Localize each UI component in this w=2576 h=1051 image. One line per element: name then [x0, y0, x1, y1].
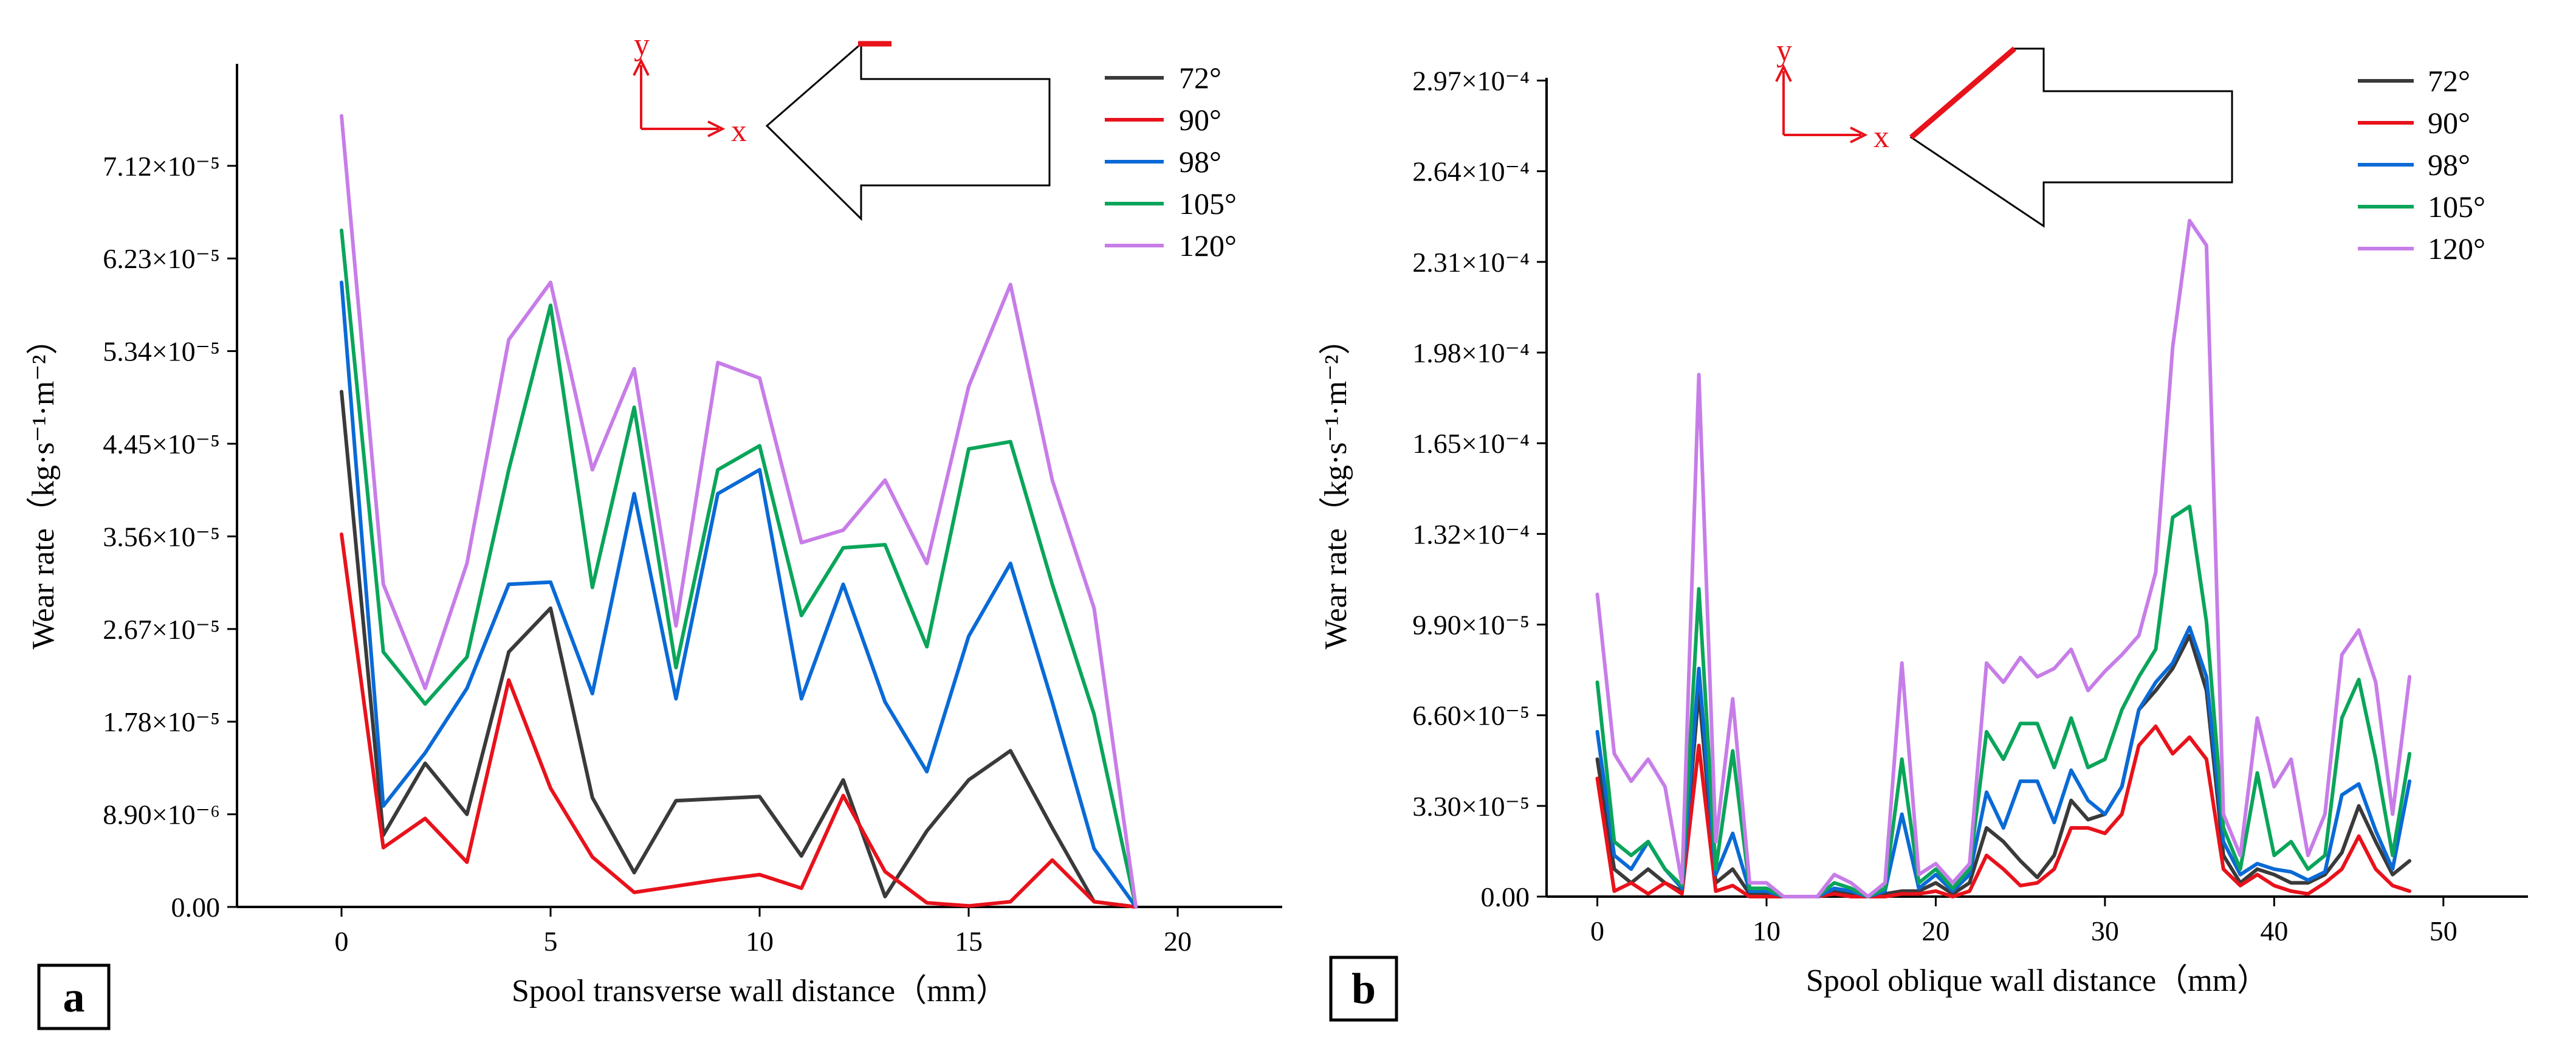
- legend-label: 72°: [1179, 61, 1221, 95]
- spool-inset: yx: [1775, 33, 2233, 228]
- legend-label: 105°: [2428, 190, 2485, 224]
- y-tick-label: 2.97×10⁻⁴: [1412, 66, 1530, 97]
- x-tick-label: 15: [955, 926, 983, 957]
- y-arrowhead: [1775, 64, 1792, 82]
- series-line-72deg: [340, 390, 1138, 909]
- series-line-105deg: [340, 229, 1138, 909]
- x-tick-label: 5: [544, 926, 558, 957]
- x-arrowhead: [1850, 126, 1868, 143]
- coord-y-label: y: [634, 27, 650, 62]
- panel-label: a: [63, 973, 85, 1021]
- series-line-120deg: [1595, 219, 2412, 898]
- coord-x-label: x: [1874, 120, 1889, 154]
- y-axis-title: Wear rate（kg·s⁻¹·m⁻²）: [1319, 323, 1353, 650]
- x-axis-title: Spool oblique wall distance（mm）: [1806, 963, 2269, 998]
- legend-label: 98°: [2428, 148, 2470, 182]
- x-axis-title: Spool transverse wall distance（mm）: [512, 974, 1008, 1008]
- y-tick-label: 3.56×10⁻⁵: [103, 521, 220, 552]
- y-tick-label: 1.65×10⁻⁴: [1412, 428, 1530, 459]
- y-tick-label: 2.67×10⁻⁵: [103, 614, 220, 645]
- x-tick-label: 50: [2430, 915, 2458, 946]
- y-tick-label: 1.78×10⁻⁵: [103, 706, 220, 737]
- legend-label: 120°: [1179, 229, 1237, 263]
- series-line-72deg: [1595, 633, 2412, 898]
- y-tick-label: 8.90×10⁻⁶: [103, 799, 220, 830]
- y-tick-label: 9.90×10⁻⁵: [1412, 610, 1530, 641]
- legend-label: 90°: [1179, 103, 1221, 137]
- series-line-98deg: [1595, 625, 2412, 898]
- spool-outline: [1909, 47, 2233, 228]
- x-tick-label: 30: [2091, 915, 2119, 946]
- legend-label: 120°: [2428, 232, 2485, 266]
- y-axis-title: Wear rate（kg·s⁻¹·m⁻²）: [26, 323, 61, 650]
- series-line-90deg: [1595, 724, 2412, 898]
- legend-label: 105°: [1179, 187, 1237, 221]
- series-line-105deg: [1595, 505, 2412, 898]
- x-arrowhead: [707, 120, 726, 137]
- panel-label-box: [37, 963, 111, 1030]
- coord-x-label: x: [731, 114, 747, 148]
- panel-b-chart: 0.00 3.30×10⁻⁵ 6.60×10⁻⁵ 9.90×10⁻⁵ 1.32×10⁻⁴…: [1319, 33, 2528, 1022]
- x-tick-label: 0: [1590, 915, 1604, 946]
- y-tick-label: 7.12×10⁻⁵: [103, 151, 220, 182]
- spool-outline: [765, 41, 1051, 221]
- legend-label: 90°: [2428, 106, 2470, 140]
- y-tick-label: 2.31×10⁻⁴: [1412, 247, 1530, 278]
- panel-a-chart: 0.00 8.90×10⁻⁶ 1.78×10⁻⁵ 2.67×10⁻⁵ 3.56×10⁻⁵…: [26, 27, 1282, 1030]
- y-tick-label: 6.23×10⁻⁵: [103, 243, 220, 274]
- spool-inset: yx: [633, 27, 1051, 221]
- x-tick-label: 10: [1753, 915, 1781, 946]
- y-tick-label: 2.64×10⁻⁴: [1412, 156, 1530, 187]
- y-tick-label: 4.45×10⁻⁵: [103, 429, 220, 460]
- x-tick-label: 20: [1164, 926, 1192, 957]
- x-tick-label: 0: [335, 926, 349, 957]
- coord-y-label: y: [1776, 33, 1792, 68]
- series-line-120deg: [340, 114, 1138, 909]
- y-tick-label: 0.00: [1481, 881, 1530, 912]
- y-tick-label: 1.98×10⁻⁴: [1412, 337, 1530, 368]
- panel-label-box: [1329, 956, 1398, 1022]
- oblique-wall-highlight: [1909, 46, 2016, 140]
- y-tick-label: 6.60×10⁻⁵: [1412, 700, 1530, 731]
- series-line-90deg: [340, 532, 1138, 909]
- legend-label: 98°: [1179, 145, 1221, 179]
- x-tick-label: 20: [1922, 915, 1949, 946]
- y-tick-label: 0.00: [171, 892, 221, 923]
- panel-label: b: [1352, 965, 1376, 1013]
- legend-label: 72°: [2428, 64, 2470, 98]
- x-tick-label: 10: [746, 926, 774, 957]
- x-tick-label: 40: [2260, 915, 2288, 946]
- y-arrowhead: [633, 58, 650, 76]
- series-line-98deg: [340, 280, 1138, 909]
- y-tick-label: 3.30×10⁻⁵: [1412, 791, 1530, 822]
- y-tick-label: 1.32×10⁻⁴: [1412, 519, 1530, 550]
- y-tick-label: 5.34×10⁻⁵: [103, 336, 220, 367]
